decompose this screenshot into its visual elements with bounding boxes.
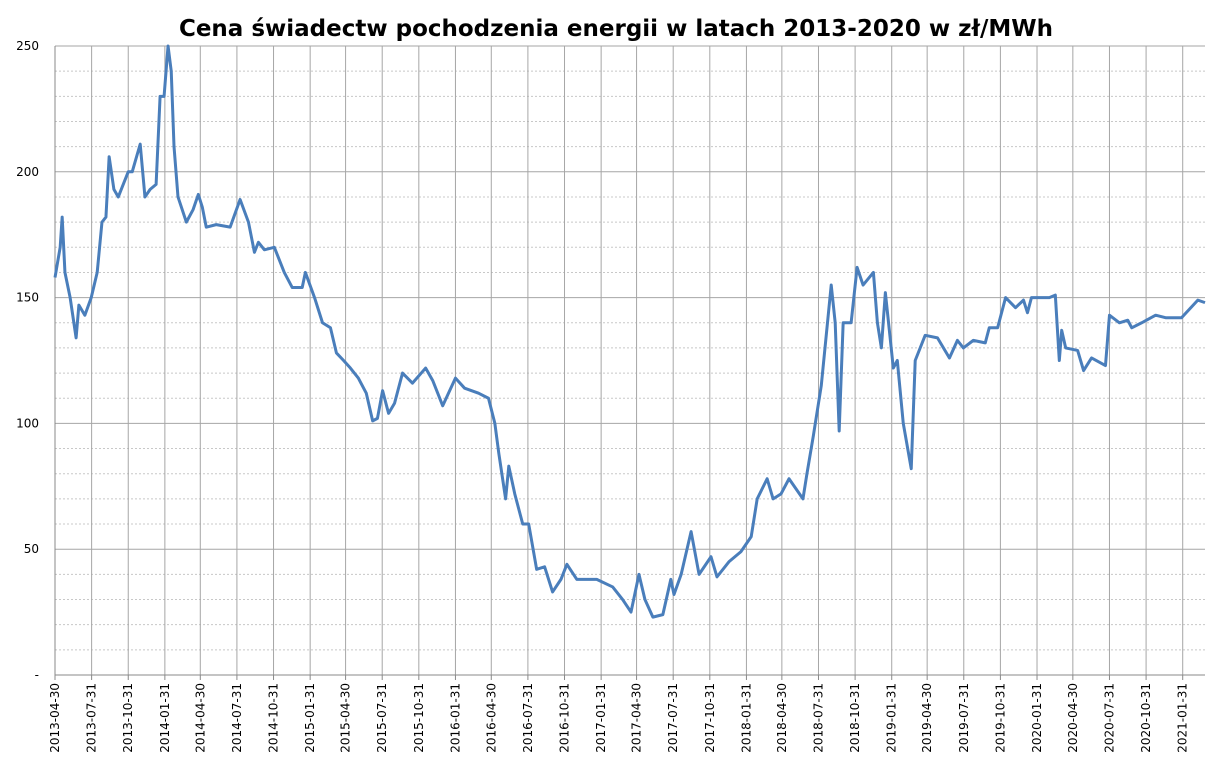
x-tick-label: 2018-07-31 [811,683,825,753]
y-tick-label: 200 [16,165,39,179]
x-tick-label: 2015-01-31 [303,683,317,753]
x-tick-label: 2019-01-31 [885,683,899,753]
x-tick-label: 2020-07-31 [1102,683,1116,753]
chart-title: Cena świadectw pochodzenia energii w lat… [179,16,1053,42]
x-tick-label: 2021-01-31 [1176,683,1190,753]
x-tick-label: 2018-04-30 [775,683,789,753]
x-tick-label: 2015-10-31 [412,683,426,753]
x-tick-label: 2015-04-30 [339,683,353,753]
x-tick-label: 2016-07-31 [521,683,535,753]
y-tick-label: 150 [16,291,39,305]
x-tick-label: 2019-07-31 [957,683,971,753]
x-tick-label: 2017-07-31 [666,683,680,753]
x-tick-label: 2017-10-31 [703,683,717,753]
y-tick-label: 250 [16,39,39,53]
x-tick-label: 2016-10-31 [558,683,572,753]
x-tick-label: 2016-04-30 [484,683,498,753]
x-tick-label: 2019-04-30 [920,683,934,753]
x-tick-label: 2014-07-31 [230,683,244,753]
x-tick-label: 2017-01-31 [594,683,608,753]
x-tick-label: 2018-10-31 [848,683,862,753]
y-tick-label: - [35,668,39,682]
x-tick-label: 2014-10-31 [267,683,281,753]
x-tick-label: 2020-10-31 [1139,683,1153,753]
x-tick-label: 2013-04-30 [48,683,62,753]
y-tick-label: 50 [24,542,39,556]
x-tick-label: 2013-07-31 [85,683,99,753]
x-tick-label: 2017-04-30 [630,683,644,753]
x-tick-label: 2019-10-31 [993,683,1007,753]
y-tick-label: 100 [16,416,39,430]
x-tick-label: 2020-01-31 [1030,683,1044,753]
x-tick-label: 2013-10-31 [121,683,135,753]
x-tick-label: 2016-01-31 [448,683,462,753]
x-tick-label: 2014-01-31 [158,683,172,753]
x-tick-label: 2020-04-30 [1066,683,1080,753]
x-tick-label: 2014-04-30 [193,683,207,753]
x-tick-label: 2015-07-31 [375,683,389,753]
x-tick-label: 2018-01-31 [739,683,753,753]
data-line [53,44,1206,619]
